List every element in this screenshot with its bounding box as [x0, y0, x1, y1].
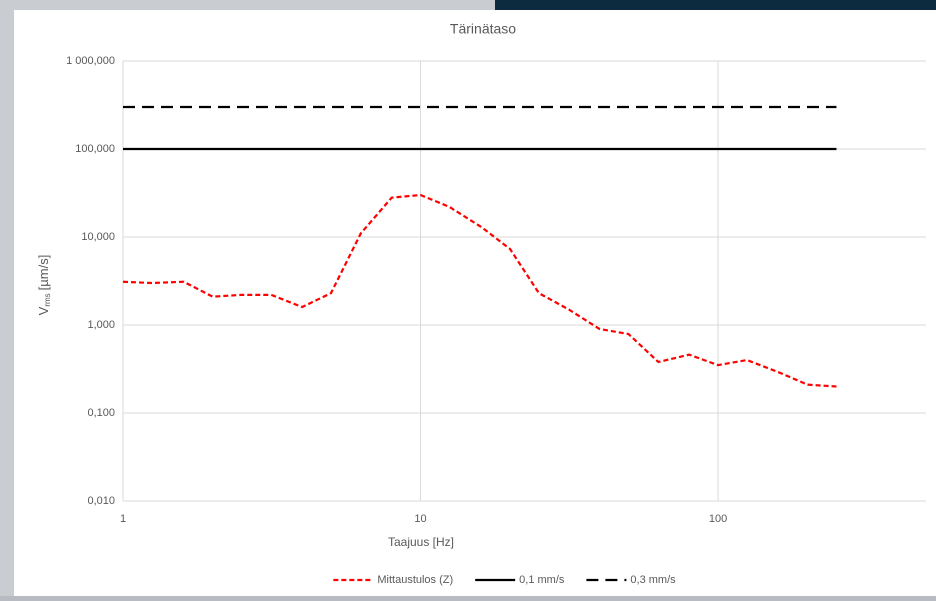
chart-panel [14, 10, 936, 596]
legend-label: Mittaustulos (Z) [377, 574, 453, 586]
chart-title: Tärinätaso [450, 21, 516, 37]
x-tick-label: 100 [709, 513, 727, 525]
y-label-sub: rms [43, 293, 52, 306]
legend-label: 0,3 mm/s [630, 574, 676, 586]
chart: Tärinätaso Taajuus [Hz] Vrms [µm/s] 0,010… [0, 0, 936, 596]
legend-label: 0,1 mm/s [519, 574, 565, 586]
y-tick-label: 1,000 [87, 319, 115, 331]
y-tick-label: 1 000,000 [66, 55, 115, 67]
y-tick-label: 0,100 [87, 407, 115, 419]
y-label-unit: [µm/s] [36, 255, 51, 291]
page: Tärinätaso Taajuus [Hz] Vrms [µm/s] 0,010… [0, 0, 936, 596]
x-axis-label: Taajuus [Hz] [388, 535, 454, 549]
y-tick-label: 100,000 [75, 143, 115, 155]
x-tick-label: 1 [120, 513, 126, 525]
y-tick-label: 10,000 [81, 231, 115, 243]
y-label-main: V [36, 306, 51, 315]
x-tick-label: 10 [414, 513, 426, 525]
y-tick-label: 0,010 [87, 495, 115, 507]
